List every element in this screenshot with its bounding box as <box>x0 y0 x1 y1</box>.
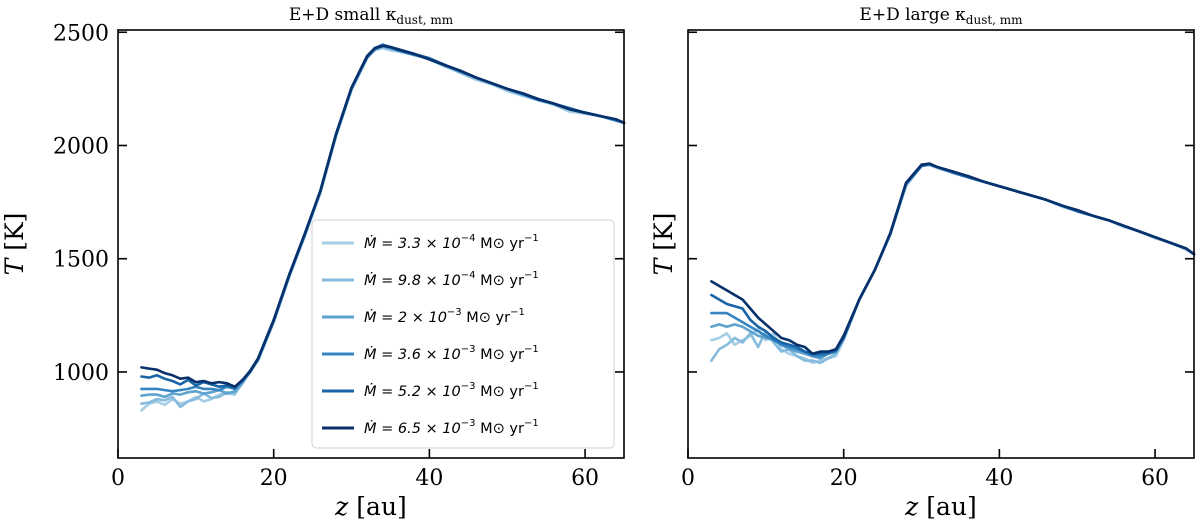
x-tick-label: 40 <box>985 466 1013 491</box>
axes-frame <box>117 29 625 459</box>
legend-label-3: Ṁ = 2 × 10−3 M⊙ yr−1 <box>364 307 525 326</box>
text-part: M⊙ yr <box>476 421 524 437</box>
series-line-5 <box>710 162 1196 356</box>
y-axis-label: T [K] <box>649 213 678 276</box>
x-tick-label: 60 <box>1141 466 1169 491</box>
text-part: E+D large κ <box>859 5 966 25</box>
text-part: T <box>649 256 678 275</box>
legend-label-5: Ṁ = 5.2 × 10−3 M⊙ yr−1 <box>364 381 539 400</box>
x-tick-label: 20 <box>260 466 288 491</box>
text-part: Ṁ = 3.3 × 10 <box>364 234 461 252</box>
text-part: T <box>0 256 29 275</box>
chart-title: E+D small κdust, mm <box>289 5 454 27</box>
x-tick-label: 60 <box>571 466 599 491</box>
text-part: dust, mm <box>396 13 453 27</box>
text-part: M⊙ yr <box>476 347 524 363</box>
text-part: −1 <box>510 307 525 318</box>
text-part: −1 <box>524 418 539 429</box>
legend-label-2: Ṁ = 9.8 × 10−4 M⊙ yr−1 <box>364 270 539 289</box>
text-part: Ṁ = 5.2 × 10 <box>364 382 461 400</box>
series-line-6 <box>140 44 626 389</box>
text-part: −3 <box>461 418 476 429</box>
panel-left: 0 20 40 60 1000 1500 2000 2500 E+D small κdust, … <box>0 5 626 521</box>
text-part: Ṁ = 9.8 × 10 <box>364 271 461 289</box>
text-part: M⊙ yr <box>462 310 510 326</box>
text-part: [au] <box>348 492 406 521</box>
x-axis-label: z [au] <box>904 492 977 521</box>
text-part: −1 <box>524 270 539 281</box>
legend-box <box>311 219 615 449</box>
y-tick-label: 1500 <box>53 248 109 273</box>
series-line-3 <box>710 163 1196 360</box>
x-tick-label: 20 <box>830 466 858 491</box>
text-part: Ṁ = 3.6 × 10 <box>364 345 461 363</box>
legend-label-4: Ṁ = 3.6 × 10−3 M⊙ yr−1 <box>364 344 539 363</box>
text-part: M⊙ yr <box>476 384 524 400</box>
text-part: M⊙ yr <box>476 236 524 252</box>
legend-label-6: Ṁ = 6.5 × 10−3 M⊙ yr−1 <box>364 418 539 437</box>
y-axis-label: T [K] <box>0 213 29 276</box>
text-part: −1 <box>524 233 539 244</box>
text-part: −4 <box>461 270 476 281</box>
series-line-1 <box>710 163 1196 365</box>
text-part: [au] <box>918 492 976 521</box>
text-part: [K] <box>649 213 678 259</box>
text-part: Ṁ = 6.5 × 10 <box>364 419 461 437</box>
text-part: −3 <box>461 344 476 355</box>
text-part: −1 <box>524 381 539 392</box>
x-tick-label: 0 <box>111 466 125 491</box>
x-tick-label: 0 <box>681 466 695 491</box>
series-line-4 <box>710 163 1196 358</box>
text-part: −3 <box>447 307 462 318</box>
text-part: −3 <box>461 381 476 392</box>
text-part: −4 <box>461 233 476 244</box>
series-line-6 <box>710 162 1196 356</box>
x-axis-label: z [au] <box>334 492 407 521</box>
text-part: dust, mm <box>966 13 1023 27</box>
text-part: −1 <box>524 344 539 355</box>
axes-frame <box>687 29 1195 459</box>
text-part: z <box>334 492 349 521</box>
text-part: M⊙ yr <box>476 273 524 289</box>
text-part: E+D small κ <box>289 5 397 25</box>
y-tick-label: 2000 <box>53 134 109 159</box>
y-tick-label: 2500 <box>53 21 109 46</box>
x-tick-label: 40 <box>415 466 443 491</box>
series-line-2 <box>710 163 1196 365</box>
panel-right: 0 20 40 60 E+D large κdust, mm z [au] T [K] <box>649 5 1196 521</box>
text-part: [K] <box>0 213 29 259</box>
text-part: Ṁ = 2 × 10 <box>364 308 447 326</box>
chart-title: E+D large κdust, mm <box>859 5 1023 27</box>
legend-label-1: Ṁ = 3.3 × 10−4 M⊙ yr−1 <box>364 233 539 252</box>
text-part: z <box>904 492 919 521</box>
y-tick-label: 1000 <box>53 361 109 386</box>
